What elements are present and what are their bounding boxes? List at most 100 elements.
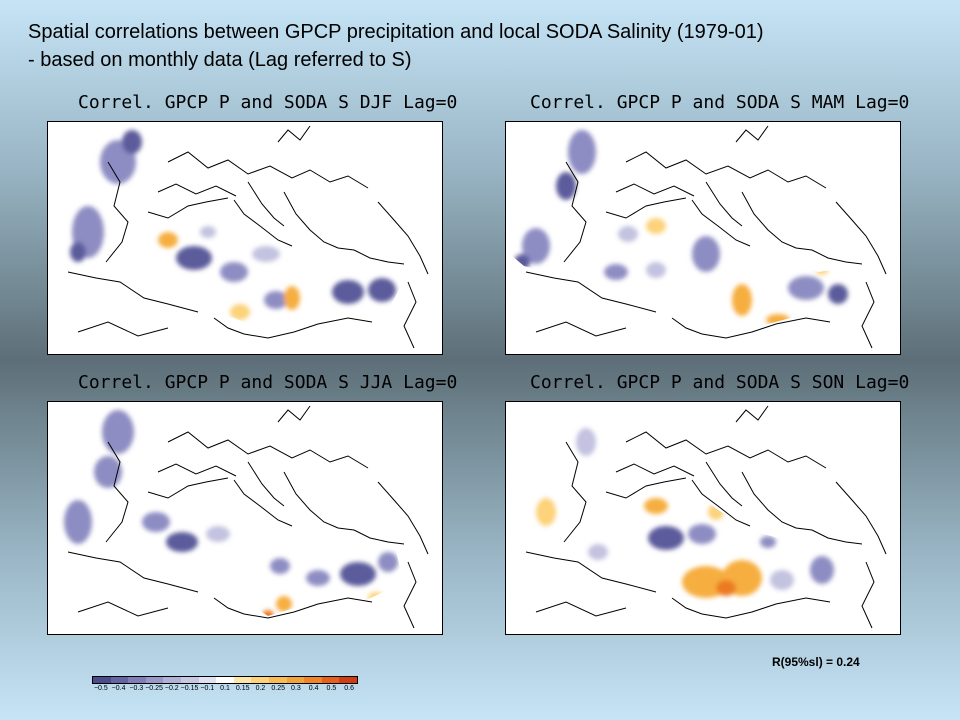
correlation-blob [102, 410, 134, 454]
slide-title-line1: Spatial correlations between GPCP precip… [28, 21, 764, 43]
coastline [67, 405, 429, 629]
correlation-blob [766, 314, 790, 326]
coastline-segment [233, 479, 293, 527]
colorbar-tick-label: −0.15 [180, 685, 199, 692]
correlation-blob [166, 532, 198, 552]
correlation-blob [644, 498, 668, 514]
coastline [525, 405, 887, 629]
correlation-blob [340, 562, 376, 586]
colorbar-tick-label: −0.5 [93, 685, 108, 692]
colorbar-tick-label: 0.15 [235, 685, 250, 692]
coastline-segment [77, 321, 169, 337]
coastline-segment [525, 271, 657, 313]
coastline-segment [671, 597, 831, 619]
coastline-segment [705, 461, 743, 507]
colorbar-cell [110, 677, 129, 683]
correlation-blob [122, 130, 142, 154]
correlation-blob [692, 236, 720, 272]
correlation-blob [816, 265, 828, 275]
correlation-blob [64, 500, 92, 544]
coastline-segment [377, 201, 429, 275]
coastline-segment [835, 201, 887, 275]
correlation-blob [284, 286, 300, 310]
colorbar-cell [339, 677, 357, 683]
colorbar-tick-label: 0.5 [326, 685, 337, 692]
coastline-segment [157, 463, 237, 477]
coastline-segment [535, 601, 627, 617]
coastline-segment [283, 191, 355, 251]
colorbar-cell [268, 677, 287, 683]
coastline-segment [403, 561, 417, 629]
correlation-blob [158, 232, 178, 248]
coastline-segment [105, 161, 129, 263]
correlation-blob [646, 262, 666, 278]
coastline-segment [735, 405, 769, 423]
colorbar-cell [180, 677, 199, 683]
coastline-segment [835, 481, 887, 555]
correlation-blob [588, 544, 608, 560]
map-panel-djf [47, 121, 443, 355]
correlation-blob [646, 218, 666, 234]
colorbar-cell [304, 677, 322, 683]
correlation-blob [828, 284, 848, 304]
coastline-segment [147, 477, 229, 499]
correlation-blob [176, 246, 212, 270]
coastline-segment [625, 151, 827, 189]
colorbar-tick-label: 0.1 [220, 685, 230, 692]
panel-title-mam: Correl. GPCP P and SODA S MAM Lag=0 [530, 92, 910, 113]
colorbar-cell [198, 677, 217, 683]
map-djf-svg [54, 124, 429, 349]
colorbar-tick-label: −0.25 [145, 685, 163, 692]
coastline-segment [353, 529, 405, 545]
coastline-segment [277, 125, 311, 143]
correlation-blob [810, 556, 834, 584]
colorbar-cell [321, 677, 340, 683]
map-jja-svg [54, 404, 429, 629]
colorbar-cell [128, 677, 146, 683]
slide-title-line2: - based on monthly data (Lag referred to… [28, 49, 412, 71]
correlation-blob [576, 428, 596, 456]
coastline-segment [735, 125, 769, 143]
colorbar-tick-label: −0.3 [129, 685, 144, 692]
correlation-field [54, 124, 400, 336]
coastline-segment [105, 441, 129, 543]
coastline-segment [213, 597, 373, 619]
coastline-segment [525, 551, 657, 593]
coastline-segment [157, 183, 237, 197]
significance-label: R(95%sl) = 0.24 [772, 655, 860, 669]
coastline-segment [563, 161, 587, 263]
colorbar-cell [145, 677, 164, 683]
colorbar-cell [216, 677, 234, 683]
colorbar-cell [93, 677, 111, 683]
colorbar-tick-label: 0.3 [291, 685, 301, 692]
colorbar-cells [92, 676, 358, 684]
correlation-blob [368, 278, 396, 302]
colorbar-tick-label: −0.4 [111, 685, 126, 692]
correlation-blob [536, 498, 556, 526]
coastline-segment [233, 199, 293, 247]
coastline-segment [213, 317, 373, 339]
correlation-blob [264, 291, 288, 309]
colorbar-tick-label: 0.6 [344, 685, 354, 692]
colorbar-cell [251, 677, 269, 683]
colorbar: −0.5 −0.4 −0.3 −0.25 −0.2 −0.15 −0.1 0.1 0.15 0.2… [92, 676, 358, 696]
coastline-segment [247, 181, 285, 227]
coastline-segment [615, 463, 695, 477]
coastline [67, 125, 429, 349]
correlation-blob [220, 262, 248, 282]
slide-title: Spatial correlations between GPCP precip… [28, 18, 938, 74]
correlation-blob [568, 130, 596, 174]
coastline-segment [77, 601, 169, 617]
colorbar-tick-label: 0.4 [308, 685, 319, 692]
coastline [525, 125, 887, 349]
colorbar-tick-label: 0.25 [271, 685, 285, 692]
map-panel-jja [47, 401, 443, 635]
map-panel-mam [505, 121, 901, 355]
coastline-segment [167, 431, 369, 469]
coastline-segment [67, 271, 199, 313]
coastline-segment [605, 477, 687, 499]
correlation-blob [252, 246, 280, 262]
correlation-blob [556, 172, 576, 200]
correlation-blob [708, 504, 724, 520]
coastline-segment [247, 461, 285, 507]
